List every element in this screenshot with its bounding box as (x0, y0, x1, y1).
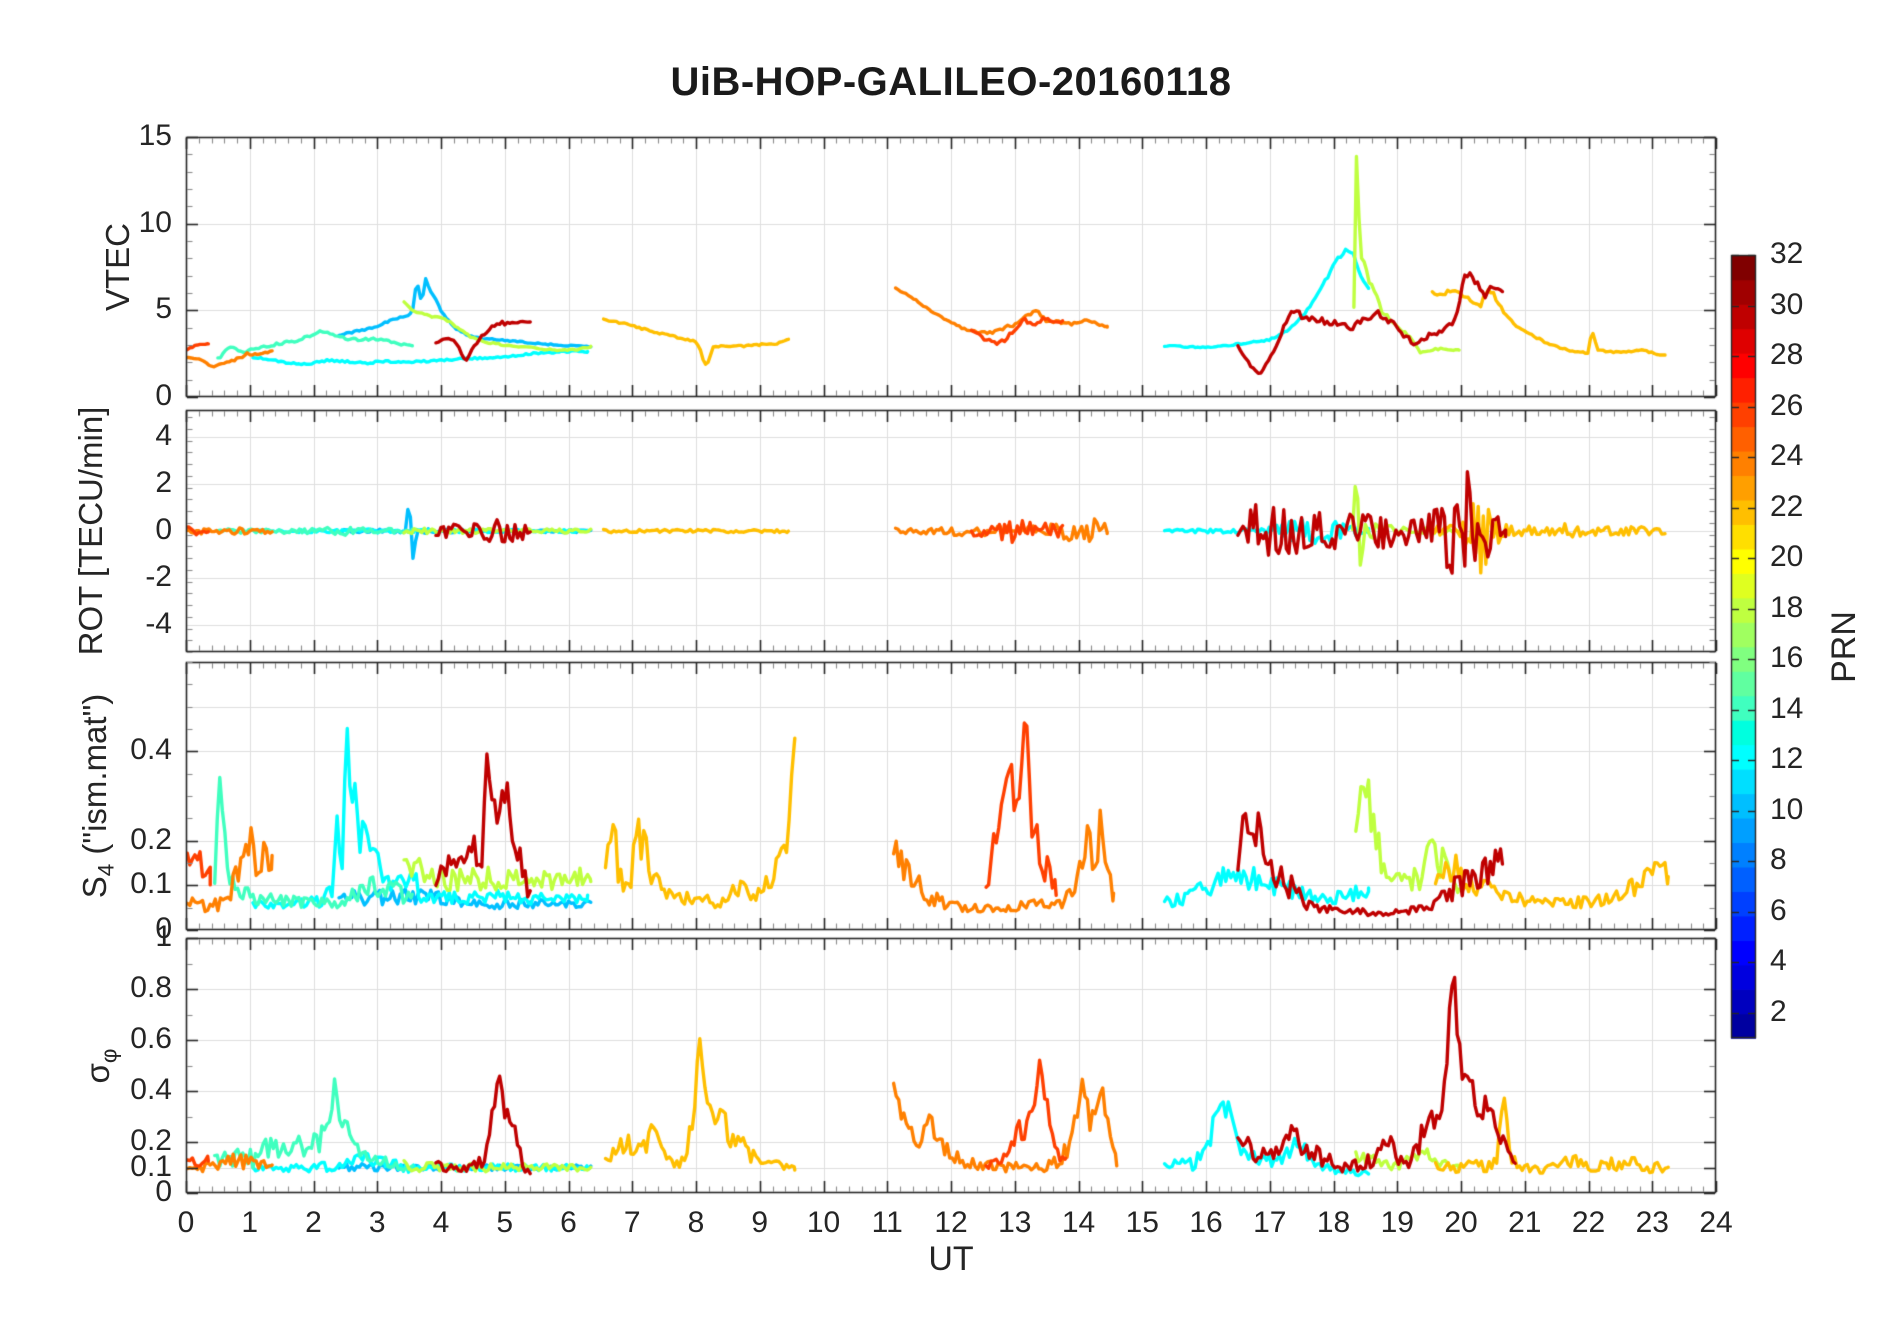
y-tick-label: 0.2 (130, 822, 172, 856)
y-tick-label: 10 (138, 205, 172, 239)
colorbar-tick-label: 30 (1770, 287, 1804, 321)
colorbar-tick-label: 26 (1770, 388, 1804, 422)
x-tick-label: 20 (1444, 1206, 1478, 1239)
y-tick-label: 0 (155, 912, 172, 945)
x-tick-label: 13 (998, 1206, 1032, 1239)
x-tick-label: 1 (241, 1206, 259, 1239)
x-tick-label: 12 (934, 1206, 968, 1239)
y-tick-label: 0.4 (130, 1073, 172, 1106)
colorbar-tick-label: 4 (1770, 944, 1787, 978)
colorbar-tick-label: 14 (1770, 691, 1804, 725)
x-tick-label: 15 (1125, 1206, 1159, 1239)
x-tick-label: 18 (1316, 1206, 1351, 1239)
colorbar-tick-label: 8 (1770, 843, 1787, 877)
x-tick-label: 16 (1189, 1206, 1223, 1239)
colorbar-tick-label: 2 (1770, 994, 1787, 1028)
x-tick-label: 3 (368, 1206, 386, 1239)
x-tick-label: 9 (751, 1206, 769, 1239)
y-tick-label: 4 (155, 419, 172, 453)
y-tick-label: -2 (145, 559, 172, 593)
y-tick-label: 0.1 (130, 1149, 172, 1183)
x-tick-label: 2 (305, 1206, 322, 1239)
colorbar-tick-label: 18 (1770, 590, 1804, 624)
y-tick-label: 0 (155, 1175, 172, 1208)
x-tick-label: 22 (1571, 1206, 1606, 1239)
x-axis-title: UT (928, 1240, 974, 1278)
y-tick-label: 0.4 (130, 733, 172, 767)
colorbar-tick-label: 16 (1770, 641, 1804, 675)
y-tick-label: 0.2 (130, 1124, 172, 1157)
y-tick-label: 0.8 (130, 971, 172, 1004)
colorbar-tick-label: 28 (1770, 338, 1804, 372)
x-tick-label: 24 (1699, 1206, 1733, 1239)
y-tick-label: 0 (155, 513, 172, 546)
y-tick-label: 1 (155, 920, 172, 953)
colorbar-tick-label: 20 (1770, 540, 1804, 574)
colorbar-tick-label: 32 (1770, 237, 1804, 270)
x-tick-label: 21 (1508, 1206, 1542, 1239)
x-tick-label: 11 (871, 1206, 903, 1239)
y-tick-label: 0.6 (130, 1022, 172, 1055)
x-tick-label: 4 (432, 1206, 450, 1239)
colorbar-tick-label: 12 (1770, 742, 1804, 776)
x-tick-label: 17 (1253, 1206, 1287, 1239)
y-tick-label: 0.1 (130, 867, 172, 901)
colorbar-tick-label: 22 (1770, 489, 1804, 523)
x-tick-label: 23 (1635, 1206, 1669, 1239)
x-tick-label: 6 (560, 1206, 577, 1239)
x-tick-label: 8 (687, 1206, 705, 1239)
colorbar-tick-label: 24 (1770, 439, 1804, 473)
x-tick-label: 14 (1061, 1206, 1096, 1239)
x-tick-label: 5 (496, 1206, 514, 1239)
y-axis-title-sigma: σφ (79, 1048, 122, 1083)
y-tick-label: 15 (138, 119, 172, 152)
x-tick-label: 10 (806, 1206, 841, 1239)
x-tick-label: 0 (177, 1206, 195, 1239)
chart-title: UiB-HOP-GALILEO-20160118 (670, 60, 1232, 104)
y-tick-label: 2 (155, 466, 172, 499)
y-tick-label: -4 (145, 606, 172, 640)
x-tick-label: 19 (1380, 1206, 1414, 1239)
y-tick-label: 5 (155, 292, 172, 326)
colorbar-tick-label: 6 (1770, 893, 1787, 927)
colorbar-tick-label: 10 (1770, 792, 1804, 826)
y-tick-label: 0 (155, 379, 172, 412)
x-tick-label: 7 (623, 1206, 641, 1239)
